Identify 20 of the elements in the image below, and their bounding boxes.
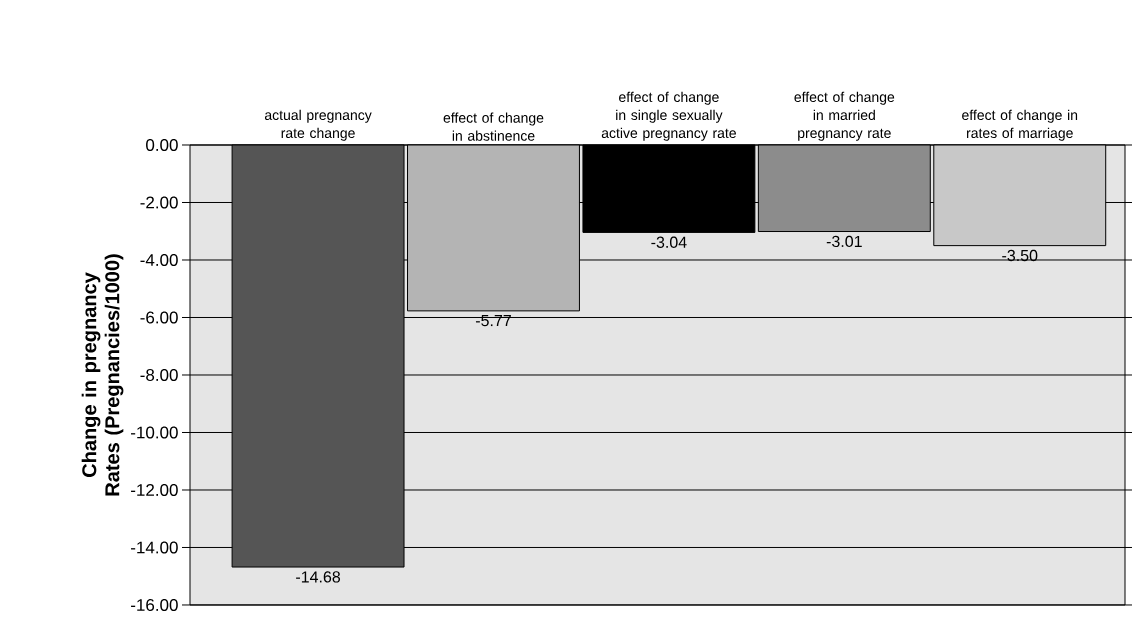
x-tick-label: effect of change in single sexually active pregnancy rate xyxy=(601,91,736,141)
y-tick-label: -6.00 xyxy=(140,311,178,324)
data-label: -3.50 xyxy=(1002,249,1038,262)
y-tick-label: 0.00 xyxy=(146,138,178,152)
x-tick-label: effect of change in married pregnancy rate xyxy=(794,91,895,141)
data-label: -14.68 xyxy=(296,571,341,583)
data-label: -3.04 xyxy=(651,236,687,248)
y-tick-label: -12.00 xyxy=(131,483,178,497)
y-tick-label: -16.00 xyxy=(131,598,178,612)
y-axis-title: Change in pregnancy Rates (Pregnancies/1000) xyxy=(81,254,124,496)
data-label: -5.77 xyxy=(475,315,511,327)
y-tick-label: -8.00 xyxy=(140,368,178,382)
data-label: -3.01 xyxy=(826,235,862,248)
x-tick-label: actual pregnancy rate change xyxy=(264,109,372,141)
y-tick-label: -14.00 xyxy=(131,541,178,554)
y-tick-label: -2.00 xyxy=(140,196,178,209)
x-tick-label: effect of change in rates of marriage xyxy=(962,109,1078,141)
y-tick-label: -4.00 xyxy=(140,253,178,267)
x-tick-label: effect of change in abstinence xyxy=(443,112,544,141)
y-tick-label: -10.00 xyxy=(131,426,178,439)
